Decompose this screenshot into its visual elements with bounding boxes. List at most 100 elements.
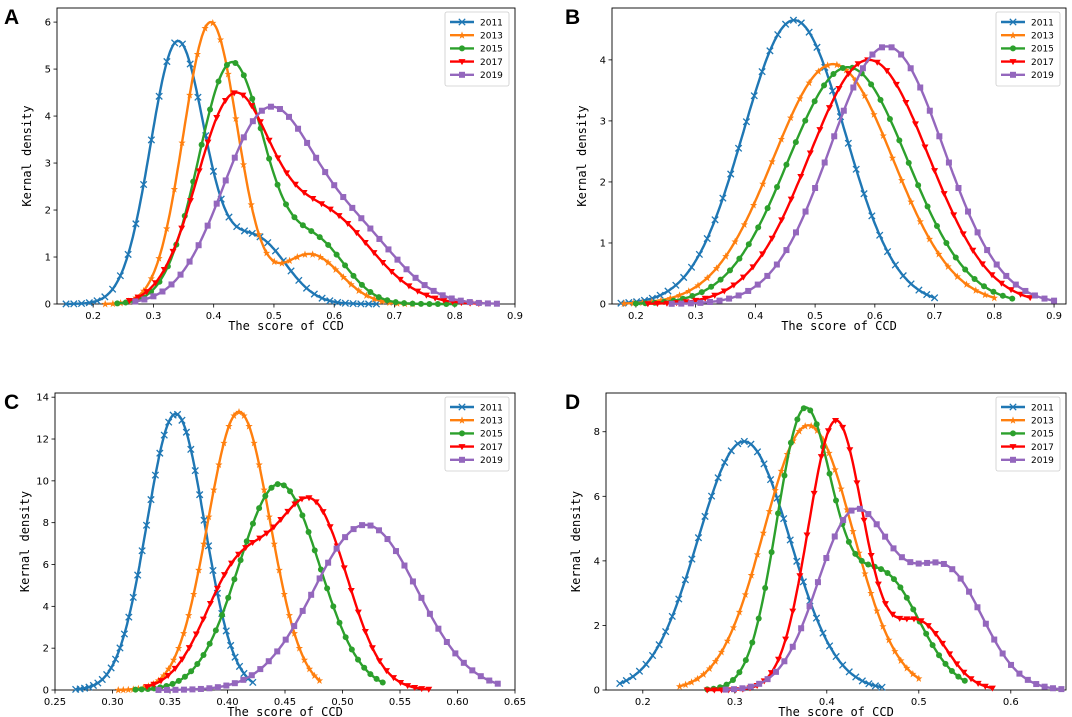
data-point-marker	[648, 651, 657, 660]
data-point-marker	[308, 228, 315, 235]
data-point-marker	[164, 673, 172, 680]
data-point-marker	[899, 272, 907, 280]
legend-marker	[459, 456, 465, 463]
data-point-marker	[924, 559, 931, 566]
data-point-marker	[309, 250, 317, 258]
data-point-marker	[731, 237, 739, 246]
y-axis-label: Kernal density	[18, 491, 32, 592]
data-point-marker	[245, 422, 253, 430]
data-point-marker	[948, 667, 955, 674]
data-point-marker	[974, 680, 982, 687]
legend: 2011 2013 2015 2017 2019	[995, 396, 1061, 472]
legend-marker	[1009, 31, 1017, 39]
data-point-marker	[132, 298, 139, 305]
data-point-marker	[342, 262, 349, 269]
data-point-marker	[907, 559, 914, 566]
data-point-marker	[657, 296, 665, 304]
data-point-marker	[813, 426, 821, 435]
data-point-marker	[164, 664, 173, 673]
data-point-marker	[775, 510, 782, 517]
data-point-marker	[896, 615, 904, 622]
data-point-marker	[255, 230, 263, 238]
y-tick-label: 5	[45, 65, 51, 76]
data-point-marker	[304, 139, 311, 146]
x-tick-label: 0.7	[387, 311, 403, 322]
data-point-marker	[856, 505, 863, 512]
data-point-marker	[357, 300, 365, 308]
data-point-marker	[801, 422, 809, 430]
data-point-marker	[749, 639, 756, 646]
data-point-marker	[777, 467, 785, 475]
y-tick-label: 2	[600, 177, 606, 188]
data-point-marker	[316, 575, 323, 582]
data-point-marker	[213, 200, 220, 207]
data-point-marker	[931, 168, 939, 175]
data-point-marker	[897, 584, 904, 591]
panel-label: A	[4, 6, 19, 29]
data-point-marker	[326, 206, 334, 213]
data-point-marker	[103, 670, 111, 679]
data-point-marker	[831, 533, 838, 540]
data-point-marker	[270, 257, 278, 266]
data-point-marker	[860, 190, 868, 198]
data-point-marker	[156, 449, 164, 457]
data-point-marker	[783, 247, 790, 254]
legend-marker	[1009, 444, 1017, 451]
data-point-marker	[182, 428, 191, 436]
data-point-marker	[223, 62, 230, 69]
data-point-marker	[151, 471, 160, 479]
x-tick-label: 0.25	[44, 697, 66, 708]
legend-label-2019: 2019	[480, 456, 503, 466]
data-point-marker	[255, 460, 263, 469]
data-point-marker	[879, 622, 887, 630]
data-point-marker	[740, 437, 749, 446]
data-point-marker	[695, 250, 704, 259]
data-point-marker	[750, 92, 758, 100]
data-point-marker	[668, 612, 676, 621]
legend-box	[444, 396, 510, 472]
data-point-marker	[300, 190, 308, 197]
data-point-marker	[262, 492, 269, 499]
data-point-marker	[194, 93, 202, 101]
data-point-marker	[915, 674, 923, 682]
data-point-marker	[915, 560, 922, 567]
y-tick-label: 1	[600, 238, 606, 249]
data-point-marker	[961, 677, 968, 684]
data-point-marker	[717, 648, 726, 656]
data-point-marker	[310, 671, 319, 680]
data-point-marker	[764, 205, 771, 212]
data-point-marker	[308, 591, 315, 598]
data-point-marker	[881, 601, 889, 608]
data-point-marker	[800, 405, 807, 412]
data-point-marker	[943, 240, 950, 247]
data-point-marker	[723, 636, 732, 645]
data-point-marker	[656, 291, 664, 299]
data-point-marker	[813, 43, 821, 51]
data-point-marker	[209, 566, 217, 575]
data-point-marker	[789, 436, 797, 445]
data-point-marker	[375, 658, 383, 665]
data-point-marker	[874, 581, 882, 588]
data-point-marker	[187, 445, 195, 453]
data-point-marker	[138, 547, 146, 555]
data-point-marker	[361, 628, 369, 635]
data-point-marker	[765, 507, 773, 515]
data-point-marker	[802, 117, 809, 124]
data-point-marker	[849, 527, 857, 535]
data-point-marker	[781, 658, 788, 665]
data-point-marker	[729, 623, 738, 631]
y-axis-label: Kernal density	[575, 105, 589, 206]
data-point-marker	[789, 643, 796, 650]
data-point-marker	[946, 651, 954, 658]
data-point-marker	[280, 482, 287, 489]
legend-marker	[458, 18, 466, 26]
data-point-marker	[824, 61, 832, 69]
data-point-marker	[124, 250, 132, 259]
plot-frame	[605, 392, 1067, 691]
data-point-marker	[771, 486, 779, 494]
data-point-marker	[355, 286, 363, 295]
data-point-marker	[1058, 686, 1065, 693]
panel-label: C	[4, 391, 19, 414]
data-point-marker	[668, 300, 675, 307]
data-point-marker	[745, 241, 752, 248]
